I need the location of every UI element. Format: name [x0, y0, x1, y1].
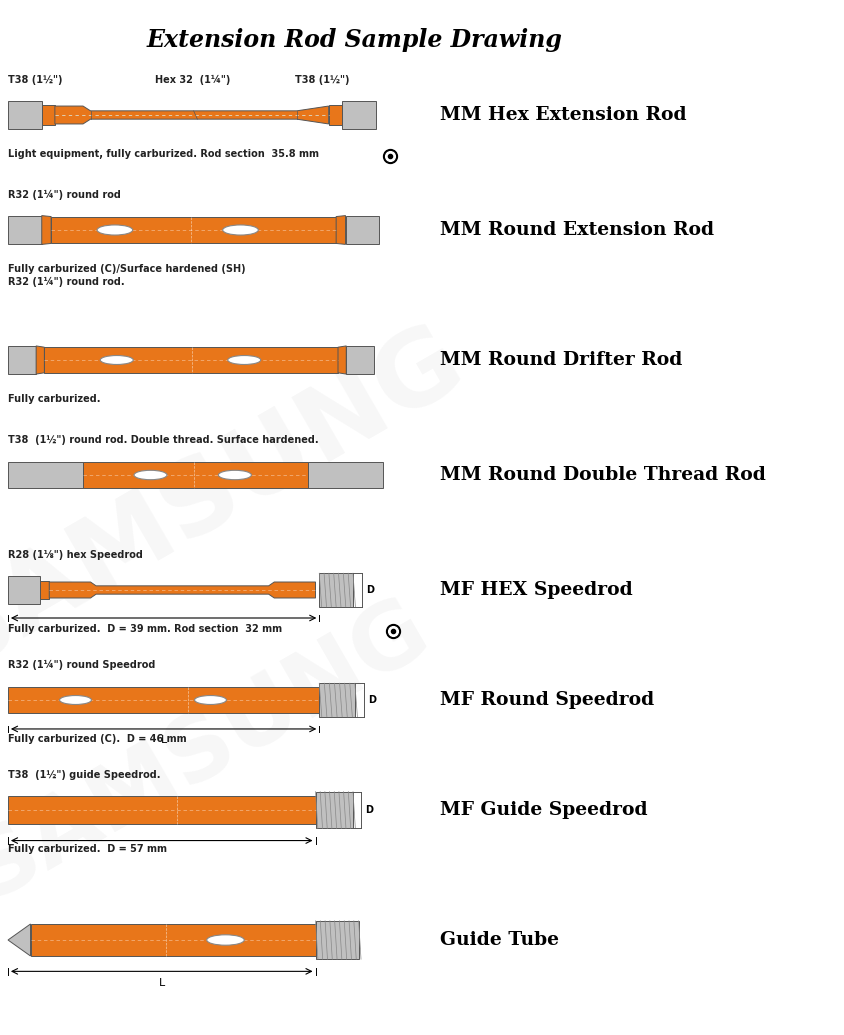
- Text: T38 (1½"): T38 (1½"): [8, 75, 62, 85]
- Polygon shape: [338, 346, 346, 374]
- Text: Fully carburized.  D = 57 mm: Fully carburized. D = 57 mm: [8, 844, 167, 854]
- Bar: [319, 683, 354, 717]
- Text: L: L: [159, 978, 165, 987]
- Text: Guide Tube: Guide Tube: [440, 932, 559, 949]
- Text: Fully carburized (C)/Surface hardened (SH): Fully carburized (C)/Surface hardened (S…: [8, 264, 246, 273]
- Polygon shape: [336, 215, 345, 244]
- Text: R32 (1¼") round Speedrod: R32 (1¼") round Speedrod: [8, 659, 155, 670]
- Bar: [51, 216, 336, 243]
- Bar: [8, 346, 36, 374]
- Ellipse shape: [223, 225, 258, 235]
- Text: R32 (1¼") round rod.: R32 (1¼") round rod.: [8, 276, 125, 287]
- Text: R32 (1¼") round rod: R32 (1¼") round rod: [8, 189, 121, 200]
- Text: T38 (1½"): T38 (1½"): [295, 75, 349, 85]
- Text: SAMSUNG: SAMSUNG: [0, 308, 481, 691]
- Polygon shape: [36, 346, 45, 374]
- Bar: [8, 796, 316, 825]
- Text: Fully carburized.  D = 39 mm. Rod section  32 mm: Fully carburized. D = 39 mm. Rod section…: [8, 624, 282, 633]
- Bar: [342, 101, 376, 128]
- Bar: [83, 462, 308, 489]
- Bar: [8, 462, 83, 489]
- Text: Light equipment, fully carburized. Rod section  35.8 mm: Light equipment, fully carburized. Rod s…: [8, 149, 319, 158]
- Polygon shape: [41, 215, 51, 244]
- Bar: [316, 921, 359, 959]
- Text: MF HEX Speedrod: MF HEX Speedrod: [440, 581, 633, 599]
- Bar: [8, 687, 319, 713]
- Bar: [345, 215, 379, 244]
- Text: Hex 32  (1¼"): Hex 32 (1¼"): [155, 75, 230, 85]
- Text: SAMSUNG: SAMSUNG: [0, 584, 444, 916]
- Ellipse shape: [60, 696, 91, 705]
- Ellipse shape: [228, 355, 261, 364]
- Text: D: D: [368, 694, 376, 705]
- Ellipse shape: [134, 470, 167, 479]
- Text: MF Guide Speedrod: MF Guide Speedrod: [440, 801, 647, 819]
- Ellipse shape: [195, 696, 226, 705]
- Text: MF Round Speedrod: MF Round Speedrod: [440, 691, 654, 709]
- Text: L: L: [160, 735, 167, 745]
- Bar: [45, 347, 338, 373]
- Bar: [8, 101, 41, 128]
- Bar: [346, 346, 375, 374]
- Bar: [319, 573, 353, 607]
- Bar: [328, 106, 342, 124]
- Text: T38  (1½") round rod. Double thread. Surface hardened.: T38 (1½") round rod. Double thread. Surf…: [8, 435, 319, 445]
- Bar: [8, 576, 40, 603]
- Text: Fully carburized (C).  D = 46 mm: Fully carburized (C). D = 46 mm: [8, 734, 187, 743]
- Ellipse shape: [100, 355, 133, 364]
- Polygon shape: [49, 582, 316, 598]
- Bar: [30, 924, 316, 956]
- Ellipse shape: [219, 470, 252, 479]
- Ellipse shape: [97, 225, 133, 235]
- Text: T38  (1½") guide Speedrod.: T38 (1½") guide Speedrod.: [8, 770, 160, 779]
- Polygon shape: [8, 924, 30, 956]
- Text: Extension Rod Sample Drawing: Extension Rod Sample Drawing: [147, 28, 562, 52]
- Bar: [8, 215, 41, 244]
- Text: D: D: [365, 805, 373, 815]
- Text: MM Round Double Thread Rod: MM Round Double Thread Rod: [440, 466, 766, 484]
- Text: MM Round Extension Rod: MM Round Extension Rod: [440, 221, 714, 239]
- Text: MM Round Drifter Rod: MM Round Drifter Rod: [440, 351, 683, 369]
- Text: R28 (1⅛") hex Speedrod: R28 (1⅛") hex Speedrod: [8, 550, 143, 560]
- Bar: [41, 106, 55, 124]
- Bar: [308, 462, 383, 489]
- Bar: [316, 792, 353, 828]
- Text: MM Hex Extension Rod: MM Hex Extension Rod: [440, 106, 687, 124]
- Text: D: D: [366, 585, 374, 595]
- Polygon shape: [55, 106, 328, 124]
- Ellipse shape: [207, 935, 244, 945]
- Text: Fully carburized.: Fully carburized.: [8, 393, 100, 404]
- Bar: [40, 582, 49, 599]
